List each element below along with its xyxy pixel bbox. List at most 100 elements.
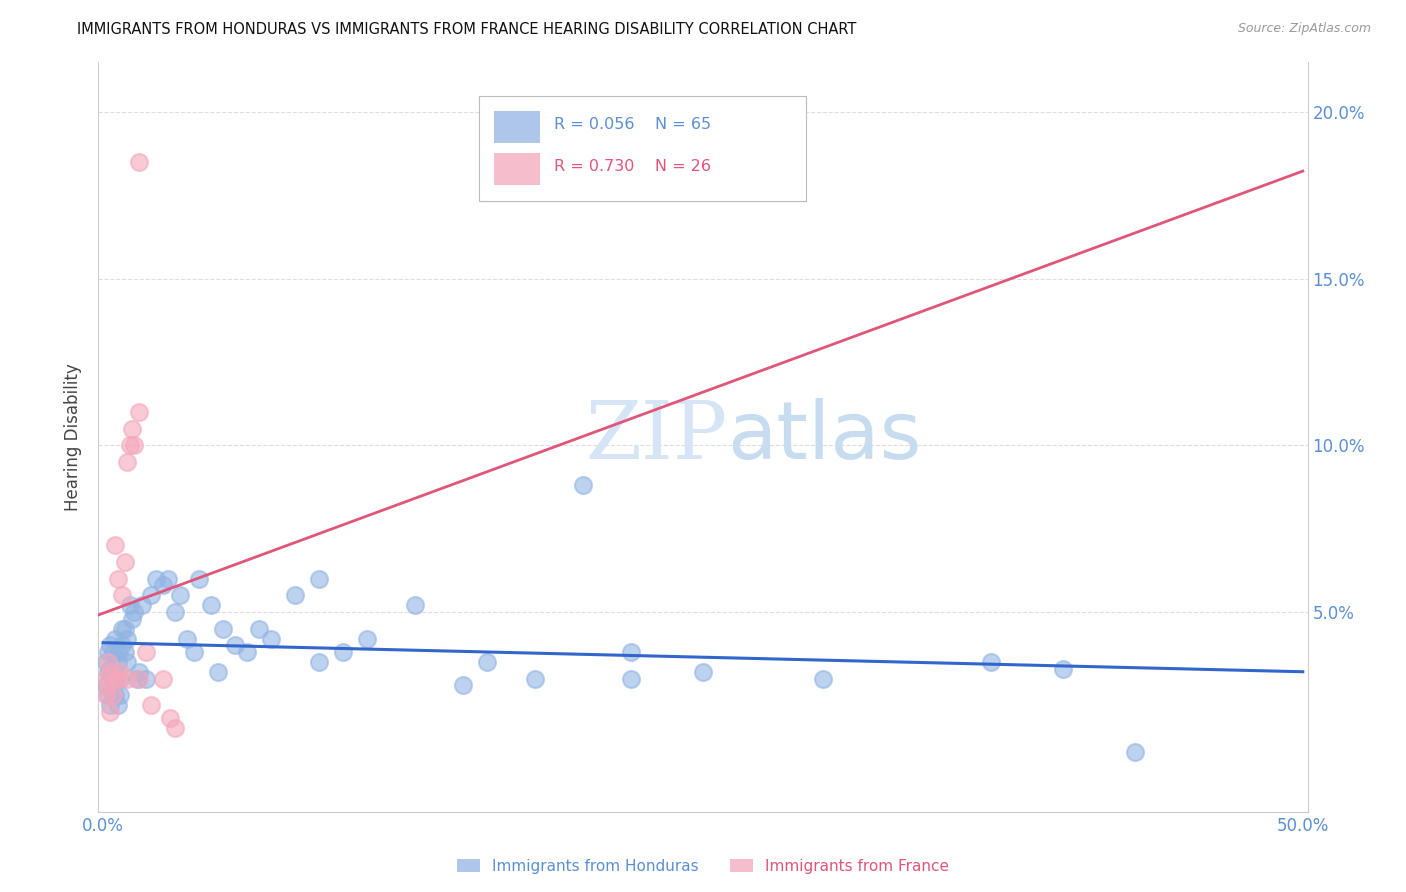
Point — [475, 655, 498, 669]
Point — [165, 722, 187, 736]
Point — [114, 555, 136, 569]
Point — [111, 588, 134, 602]
Point — [236, 645, 259, 659]
Point — [115, 632, 138, 646]
Point — [100, 705, 122, 719]
Point — [572, 478, 595, 492]
Point — [121, 422, 143, 436]
FancyBboxPatch shape — [479, 96, 806, 201]
Point — [165, 605, 187, 619]
Point — [101, 672, 124, 686]
Point — [111, 638, 134, 652]
Point — [451, 678, 474, 692]
Point — [980, 655, 1002, 669]
Point — [107, 655, 129, 669]
Point — [108, 665, 131, 679]
Point — [114, 645, 136, 659]
Point — [97, 665, 120, 679]
Text: R = 0.056    N = 65: R = 0.056 N = 65 — [554, 117, 711, 132]
Point — [100, 665, 122, 679]
Point — [308, 572, 330, 586]
Point — [100, 698, 122, 713]
Point — [124, 438, 146, 452]
Point — [145, 572, 167, 586]
FancyBboxPatch shape — [494, 112, 540, 143]
Text: ZIP: ZIP — [585, 398, 727, 476]
Point — [115, 655, 138, 669]
Point — [176, 632, 198, 646]
Point — [101, 688, 124, 702]
Point — [404, 599, 426, 613]
Point — [115, 455, 138, 469]
Point — [94, 672, 117, 686]
Point — [524, 672, 547, 686]
Point — [104, 672, 127, 686]
Point — [284, 588, 307, 602]
Point — [115, 672, 138, 686]
Point — [107, 645, 129, 659]
Point — [811, 672, 834, 686]
Point — [135, 645, 157, 659]
Point — [200, 599, 222, 613]
Point — [156, 572, 179, 586]
Point — [108, 688, 131, 702]
Point — [104, 672, 127, 686]
Point — [128, 405, 150, 419]
Point — [107, 698, 129, 713]
Point — [104, 688, 127, 702]
Point — [100, 661, 122, 675]
Point — [224, 638, 246, 652]
Text: R = 0.730    N = 26: R = 0.730 N = 26 — [554, 159, 711, 174]
Point — [118, 599, 141, 613]
Point — [94, 688, 117, 702]
Legend: Immigrants from Honduras, Immigrants from France: Immigrants from Honduras, Immigrants fro… — [451, 853, 955, 880]
Point — [332, 645, 354, 659]
Point — [128, 155, 150, 169]
Point — [104, 538, 127, 552]
Y-axis label: Hearing Disability: Hearing Disability — [65, 363, 83, 511]
Point — [152, 578, 174, 592]
Point — [111, 622, 134, 636]
Point — [107, 572, 129, 586]
Point — [131, 599, 153, 613]
Point — [104, 632, 127, 646]
Point — [97, 645, 120, 659]
Point — [207, 665, 229, 679]
Point — [620, 645, 643, 659]
Point — [128, 672, 150, 686]
Point — [159, 711, 181, 725]
Point — [1052, 661, 1074, 675]
Point — [620, 672, 643, 686]
Text: Source: ZipAtlas.com: Source: ZipAtlas.com — [1237, 22, 1371, 36]
Point — [97, 688, 120, 702]
Point — [101, 645, 124, 659]
Point — [125, 672, 148, 686]
Point — [97, 655, 120, 669]
Point — [247, 622, 270, 636]
Point — [124, 605, 146, 619]
Point — [141, 698, 163, 713]
Point — [135, 672, 157, 686]
Point — [128, 665, 150, 679]
FancyBboxPatch shape — [494, 153, 540, 185]
Point — [118, 438, 141, 452]
Point — [141, 588, 163, 602]
Point — [97, 678, 120, 692]
Point — [94, 678, 117, 692]
Point — [101, 688, 124, 702]
Point — [152, 672, 174, 686]
Point — [260, 632, 283, 646]
Point — [308, 655, 330, 669]
Text: atlas: atlas — [727, 398, 921, 476]
Point — [100, 638, 122, 652]
Point — [121, 611, 143, 625]
Point — [188, 572, 211, 586]
Point — [108, 672, 131, 686]
Point — [183, 645, 205, 659]
Point — [169, 588, 191, 602]
Point — [212, 622, 235, 636]
Point — [692, 665, 714, 679]
Point — [114, 622, 136, 636]
Point — [356, 632, 378, 646]
Point — [94, 655, 117, 669]
